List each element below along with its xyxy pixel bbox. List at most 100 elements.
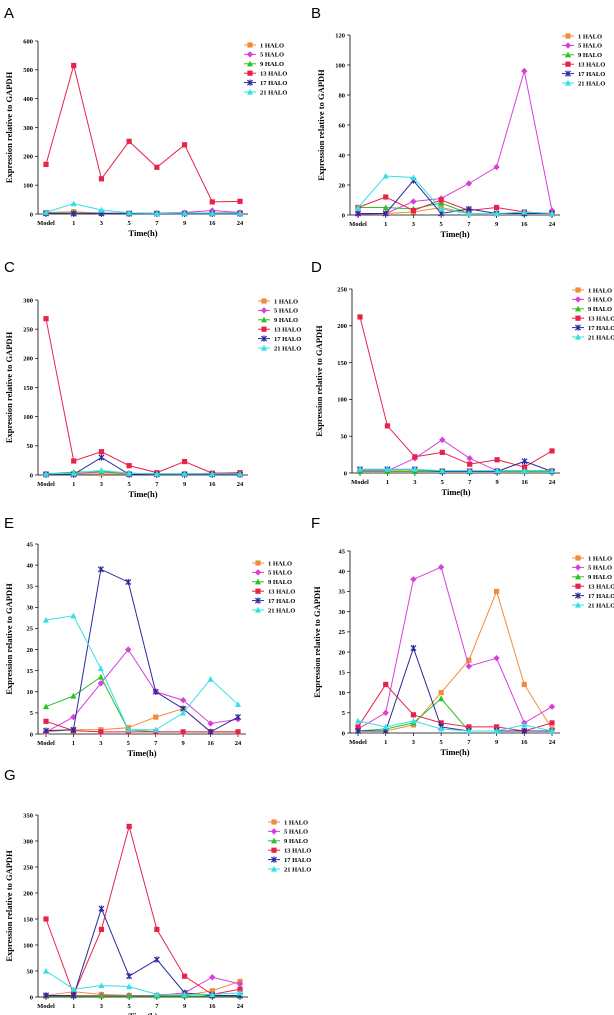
- series-line: [45, 720, 238, 733]
- data-point: [125, 646, 132, 653]
- series-line: [45, 615, 239, 731]
- y-axis-title: Expression relative to GAPDH: [4, 71, 14, 183]
- x-tick-label: 3: [100, 1003, 104, 1010]
- legend-marker: [574, 564, 582, 571]
- legend-label: 5 HALO: [274, 308, 298, 315]
- y-axis-title: Expression relative to GAPDH: [312, 586, 322, 698]
- data-point: [412, 454, 418, 460]
- y-tick-label: 200: [23, 154, 33, 161]
- data-point: [153, 991, 160, 997]
- y-tick-label: 5: [30, 710, 34, 717]
- data-point: [237, 989, 243, 996]
- data-point: [209, 988, 215, 994]
- x-tick-label: 16: [521, 739, 528, 746]
- y-tick-label: 20: [27, 647, 34, 654]
- legend-marker: [261, 316, 267, 323]
- y-tick-label: 100: [23, 182, 33, 189]
- y-tick-label: 0: [344, 470, 347, 477]
- panel-letter: B: [311, 5, 321, 22]
- data-point: [438, 695, 445, 702]
- legend-label: 5 HALO: [588, 565, 612, 572]
- y-tick-label: 60: [339, 122, 346, 129]
- panel-letter: C: [4, 259, 15, 276]
- data-point: [383, 194, 389, 200]
- data-point: [153, 210, 160, 217]
- legend-label: 5 HALO: [260, 52, 284, 59]
- y-tick-label: 40: [27, 562, 34, 569]
- x-tick-label: 3: [413, 479, 417, 486]
- data-point: [237, 209, 243, 216]
- series-line: [45, 318, 241, 474]
- data-point: [439, 436, 446, 444]
- y-tick-label: 600: [23, 38, 33, 45]
- y-tick-label: 150: [23, 916, 33, 923]
- data-point: [521, 681, 527, 688]
- data-point: [465, 663, 473, 670]
- series-13-halo: [43, 823, 243, 997]
- data-point: [234, 714, 242, 721]
- series-line: [45, 63, 241, 203]
- legend-label: 1 HALO: [268, 560, 292, 567]
- data-point: [126, 138, 132, 144]
- legend-label: 17 HALO: [588, 325, 614, 332]
- data-point: [493, 727, 500, 734]
- data-point: [466, 455, 473, 462]
- data-point: [153, 956, 160, 963]
- data-point: [179, 697, 187, 704]
- x-tick-label: Model: [37, 481, 55, 488]
- data-point: [382, 172, 389, 179]
- x-tick-label: 7: [155, 220, 159, 227]
- data-point: [357, 314, 363, 320]
- data-point: [521, 464, 528, 470]
- y-tick-label: 0: [30, 731, 33, 738]
- x-tick-label: 24: [237, 220, 244, 227]
- y-tick-label: 45: [339, 548, 346, 555]
- series-21-halo: [43, 967, 243, 997]
- series-5-halo: [354, 563, 556, 733]
- x-tick-label: 16: [207, 740, 214, 747]
- data-point: [43, 916, 49, 922]
- x-tick-label: 16: [209, 481, 216, 488]
- x-tick-label: Model: [37, 740, 55, 747]
- y-tick-label: 50: [27, 443, 34, 450]
- data-point: [548, 703, 556, 710]
- y-tick-label: 80: [339, 92, 346, 99]
- legend-label: 13 HALO: [274, 327, 301, 334]
- data-point: [438, 199, 445, 206]
- data-point: [410, 717, 417, 724]
- x-tick-label: 7: [155, 1003, 159, 1010]
- y-tick-label: 50: [27, 968, 34, 975]
- legend-label: 21 HALO: [588, 602, 614, 609]
- legend-marker: [261, 344, 267, 351]
- series-line: [358, 589, 553, 732]
- data-point: [521, 208, 528, 215]
- legend-label: 13 HALO: [588, 584, 614, 591]
- legend: 1 HALO 5 HALO 9 HALO 13 HALO 17 HALO 21 HALO: [572, 555, 614, 609]
- series-line: [45, 568, 239, 733]
- legend-label: 1 HALO: [260, 42, 284, 49]
- x-tick-label: 1: [384, 221, 387, 228]
- series-line: [45, 203, 240, 214]
- data-point: [438, 197, 444, 203]
- data-point: [355, 204, 361, 211]
- data-point: [126, 992, 133, 999]
- data-point: [382, 723, 389, 730]
- legend-marker: [270, 856, 278, 863]
- series-21-halo: [357, 466, 555, 474]
- data-point: [207, 675, 214, 682]
- series-21-halo: [355, 717, 555, 734]
- legend-label: 9 HALO: [578, 52, 602, 59]
- legend-label: 1 HALO: [588, 555, 612, 562]
- x-tick-label: Model: [349, 739, 367, 746]
- data-point: [154, 926, 160, 932]
- series-21-halo: [43, 467, 243, 477]
- x-axis-title: Time(h): [441, 487, 470, 497]
- data-point: [493, 724, 500, 730]
- data-point: [70, 692, 77, 699]
- y-tick-label: 15: [27, 668, 34, 675]
- data-point: [43, 161, 49, 168]
- data-point: [549, 210, 555, 217]
- series-21-halo: [355, 172, 555, 217]
- x-tick-label: 5: [440, 739, 444, 746]
- data-point: [97, 680, 105, 687]
